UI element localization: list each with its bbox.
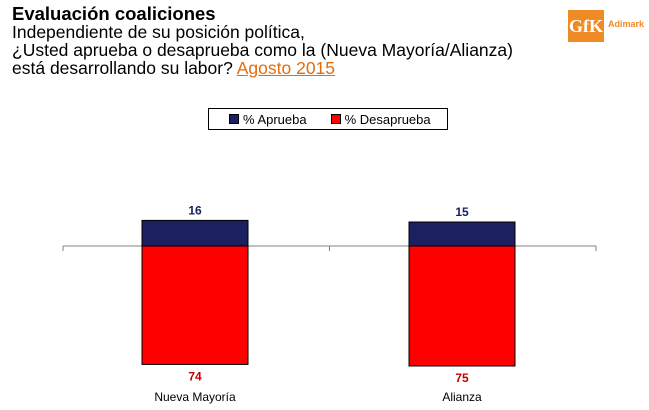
question-line-3: está desarrollando su labor? Agosto 2015 bbox=[12, 59, 572, 77]
bar-desaprueba-0 bbox=[141, 245, 249, 365]
legend-item-aprueba: % Aprueba bbox=[229, 112, 307, 127]
legend-swatch-desaprueba bbox=[330, 114, 341, 124]
category-label-1: Alianza bbox=[442, 390, 482, 404]
bar-aprueba-1 bbox=[408, 221, 516, 247]
data-label-desaprueba-1: 75 bbox=[455, 371, 469, 385]
adimark-wordmark: Adimark bbox=[608, 19, 645, 29]
gfk-adimark-logo: GfK Adimark bbox=[568, 10, 644, 42]
gfk-mark: GfK bbox=[568, 10, 604, 42]
legend-item-desaprueba: % Desaprueba bbox=[330, 111, 431, 127]
period-link[interactable]: Agosto 2015 bbox=[236, 58, 336, 78]
legend-label-aprueba: % Aprueba bbox=[243, 111, 307, 127]
question-line-1: Independiente de su posición política, bbox=[12, 22, 305, 42]
legend-swatch-aprueba bbox=[229, 114, 239, 124]
data-label-desaprueba-0: 74 bbox=[188, 369, 202, 383]
chart-legend: % Aprueba % Desaprueba bbox=[208, 108, 448, 130]
category-label-0: Nueva Mayoría bbox=[154, 390, 236, 404]
title-block: Evaluación coaliciones Independiente de … bbox=[12, 4, 572, 77]
data-label-aprueba-1: 15 bbox=[455, 205, 469, 219]
bar-desaprueba-1 bbox=[408, 245, 516, 367]
page-title: Evaluación coaliciones bbox=[12, 3, 216, 24]
question-text: está desarrollando su labor? bbox=[12, 58, 233, 78]
bar-aprueba-0 bbox=[141, 219, 249, 247]
data-label-aprueba-0: 16 bbox=[188, 203, 202, 217]
question-line-2: ¿Usted aprueba o desaprueba como la (Nue… bbox=[12, 40, 513, 60]
legend-label-desaprueba: % Desaprueba bbox=[344, 111, 431, 127]
